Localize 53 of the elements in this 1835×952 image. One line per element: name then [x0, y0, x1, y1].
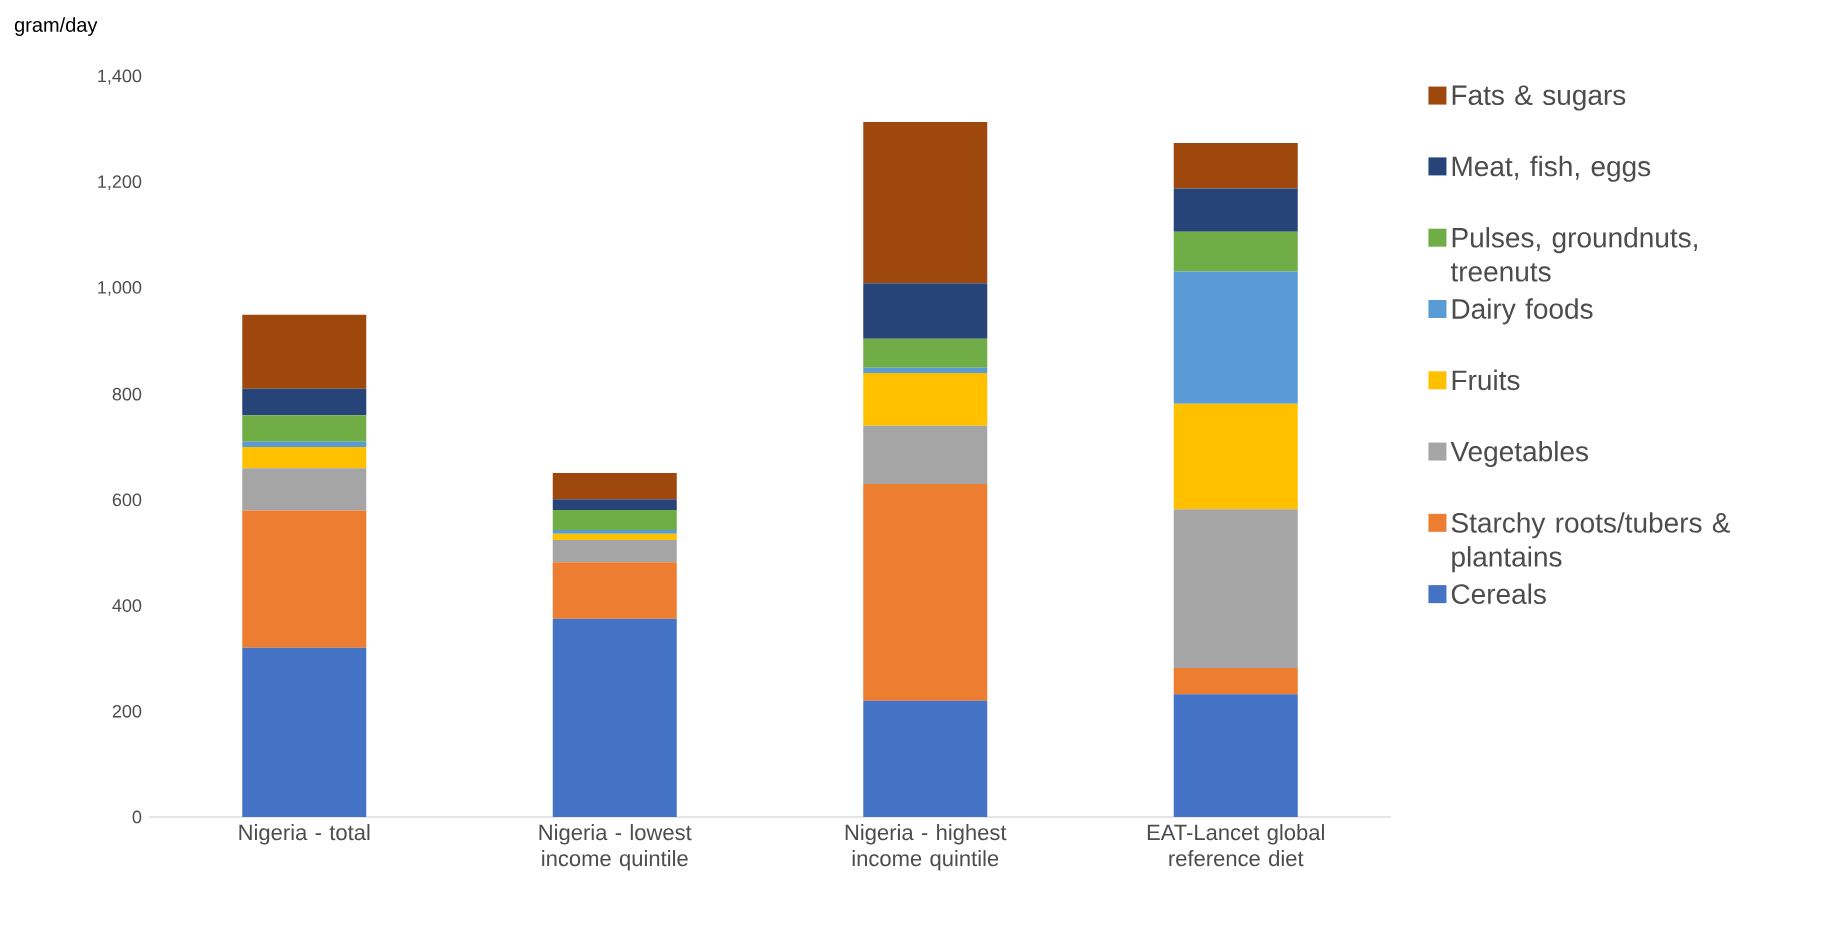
- bar: [242, 510, 367, 648]
- x-tick-label: Nigeria - lowest income quintile: [539, 824, 692, 871]
- legend-label: Vegetables: [1450, 440, 1588, 468]
- x-tick-label: Nigeria - total: [239, 824, 370, 845]
- bar: [1173, 271, 1298, 404]
- bar: [1173, 143, 1298, 189]
- y-tick-label: 0: [132, 810, 142, 824]
- x-tick-label: EAT-Lancet global reference diet: [1147, 824, 1324, 867]
- legend-label: Meat, fish, eggs: [1452, 155, 1651, 182]
- bar: [242, 441, 367, 447]
- bar: [863, 121, 988, 284]
- bar: [552, 472, 677, 500]
- bar: [552, 533, 677, 541]
- bar: [863, 283, 988, 339]
- y-tick-label: 800: [112, 387, 142, 401]
- y-tick-label: 1,200: [98, 175, 142, 191]
- bar: [1173, 188, 1298, 232]
- legend-label: Dairy foods: [1452, 298, 1593, 325]
- legend-label: Pulses, groundnuts, treenuts: [1450, 227, 1697, 282]
- bar: [863, 367, 988, 373]
- y-tick-label: 1,400: [98, 69, 142, 85]
- bar: [863, 483, 988, 701]
- bar: [552, 618, 677, 817]
- bar: [242, 468, 367, 511]
- bar: [863, 338, 988, 368]
- bar: [242, 415, 367, 442]
- legend-label: Starchy roots/tubers & plantains: [1451, 512, 1731, 573]
- y-axis-title: gram/day: [14, 17, 98, 36]
- bar: [552, 540, 677, 563]
- bar: [863, 372, 988, 426]
- bar: [863, 425, 988, 484]
- bar: [1173, 694, 1298, 817]
- bar: [242, 647, 367, 817]
- bar: [863, 700, 988, 817]
- y-tick-label: 200: [112, 704, 142, 718]
- bar: [1173, 403, 1298, 510]
- bar: [552, 509, 677, 530]
- bar: [242, 314, 367, 389]
- bar: [552, 529, 677, 534]
- y-tick-label: 400: [112, 599, 142, 612]
- legend-label: Cereals: [1451, 583, 1546, 605]
- legend-label: Fats & sugars: [1452, 85, 1626, 111]
- bar: [1173, 667, 1298, 695]
- bar: [1173, 509, 1298, 668]
- legend-label: Fruits: [1452, 369, 1520, 391]
- x-tick-label: Nigeria - highest income quintile: [845, 824, 1007, 871]
- y-tick-label: 1,000: [98, 280, 142, 296]
- y-tick-label: 600: [112, 493, 142, 507]
- bar: [552, 499, 677, 510]
- bar: [242, 446, 367, 469]
- bar: [1173, 231, 1298, 272]
- bar: [552, 562, 677, 619]
- bar: [242, 388, 367, 416]
